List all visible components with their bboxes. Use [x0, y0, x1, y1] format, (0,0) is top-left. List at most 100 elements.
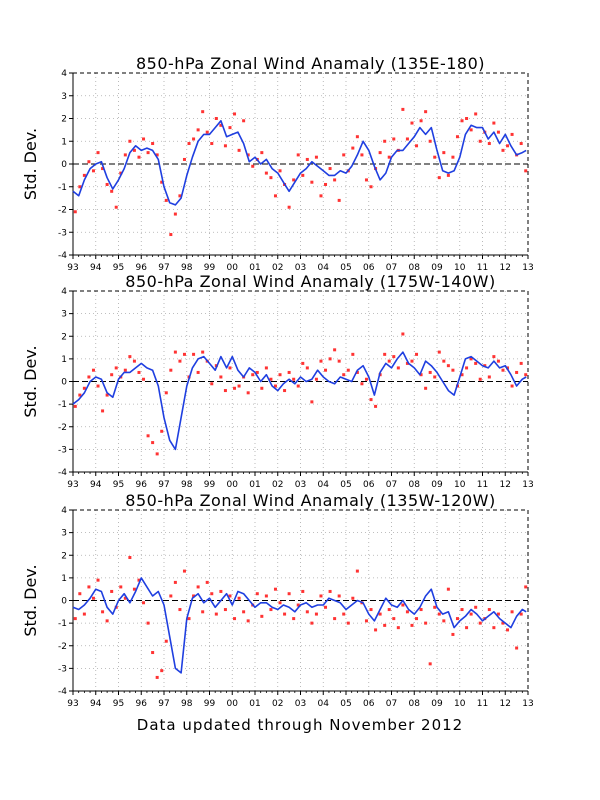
monthly-anomaly-point [446, 173, 450, 177]
monthly-anomaly-point [151, 142, 155, 146]
x-tick-label: 93 [67, 480, 78, 490]
monthly-anomaly-point [360, 153, 364, 157]
monthly-anomaly-point [401, 332, 405, 336]
y-axis-label: Std. Dev. [21, 128, 40, 200]
x-tick-label: 12 [500, 263, 511, 273]
monthly-anomaly-point [351, 352, 355, 356]
monthly-anomaly-point [524, 585, 528, 589]
monthly-anomaly-point [228, 594, 232, 598]
monthly-anomaly-point [410, 359, 414, 363]
monthly-anomaly-point [264, 171, 268, 175]
monthly-anomaly-point [210, 142, 214, 146]
x-tick-label: 13 [522, 699, 533, 709]
monthly-anomaly-point [251, 373, 255, 377]
monthly-anomaly-point [110, 373, 114, 377]
monthly-anomaly-point [519, 142, 523, 146]
monthly-anomaly-point [433, 155, 437, 159]
monthly-anomaly-point [496, 130, 500, 134]
monthly-anomaly-point [182, 569, 186, 573]
monthly-anomaly-point [374, 628, 378, 632]
monthly-anomaly-point [242, 610, 246, 614]
monthly-anomaly-point [410, 623, 414, 627]
y-tick-label: 3 [61, 92, 67, 102]
x-tick-label: 99 [204, 699, 216, 709]
monthly-anomaly-point [487, 608, 491, 612]
monthly-anomaly-point [492, 355, 496, 359]
monthly-anomaly-point [287, 370, 291, 374]
y-tick-label: 1 [61, 574, 67, 584]
chart-title: 850-hPa Zonal Wind Anamaly (135W-120W) [125, 491, 495, 510]
monthly-anomaly-point [169, 233, 173, 237]
x-tick-label: 05 [340, 263, 351, 273]
y-tick-label: -1 [58, 400, 67, 410]
monthly-anomaly-point [314, 155, 318, 159]
monthly-anomaly-point [501, 621, 505, 625]
monthly-anomaly-point [287, 205, 291, 209]
x-tick-label: 05 [340, 699, 351, 709]
x-tick-label: 02 [272, 480, 283, 490]
monthly-anomaly-point [305, 610, 309, 614]
chart-panel-2: 93 94 95 96 97 98 99 00 01 02 03 04 05 06 07 08 09 10 11 12… [21, 272, 534, 490]
monthly-anomaly-point [424, 386, 428, 390]
monthly-anomaly-point [205, 580, 209, 584]
monthly-anomaly-point [214, 612, 218, 616]
monthly-anomaly-point [128, 139, 132, 143]
monthly-anomaly-point [451, 155, 455, 159]
x-tick-label: 98 [181, 263, 193, 273]
y-tick-label: 4 [61, 506, 67, 516]
monthly-anomaly-point [474, 361, 478, 365]
monthly-anomaly-point [392, 355, 396, 359]
chart-panel-1: 93 94 95 96 97 98 99 00 01 02 03 04 05 06 07 08 09 10 11 12… [21, 54, 534, 273]
monthly-anomaly-point [164, 198, 168, 202]
monthly-anomaly-point [437, 176, 441, 180]
monthly-anomaly-point [160, 669, 164, 673]
smoothed-anomaly-line [72, 351, 527, 451]
monthly-anomaly-point [383, 139, 387, 143]
monthly-anomaly-point [246, 619, 250, 623]
y-tick-label: 4 [61, 69, 67, 79]
monthly-anomaly-point [228, 126, 232, 130]
monthly-anomaly-point [137, 155, 141, 159]
monthly-anomaly-point [296, 603, 300, 607]
y-tick-label: 3 [61, 310, 67, 320]
monthly-anomaly-point [237, 148, 241, 152]
monthly-anomaly-point [242, 119, 246, 123]
y-tick-label: -2 [58, 206, 67, 216]
x-tick-label: 03 [295, 263, 306, 273]
monthly-anomaly-point [465, 626, 469, 630]
x-tick-label: 02 [272, 699, 283, 709]
monthly-anomaly-point [451, 368, 455, 372]
monthly-anomaly-point [91, 368, 95, 372]
monthly-anomaly-point [415, 144, 419, 148]
monthly-anomaly-point [424, 621, 428, 625]
monthly-anomaly-point [223, 608, 227, 612]
x-tick-label: 09 [431, 699, 443, 709]
monthly-anomaly-point [292, 617, 296, 621]
monthly-anomaly-point [419, 373, 423, 377]
monthly-anomaly-point [273, 587, 277, 591]
monthly-anomaly-point [305, 157, 309, 161]
monthly-anomaly-point [442, 359, 446, 363]
monthly-anomaly-point [487, 142, 491, 146]
monthly-anomaly-point [333, 178, 337, 182]
monthly-anomaly-point [164, 639, 168, 643]
x-tick-label: 12 [500, 699, 511, 709]
monthly-anomaly-point [351, 596, 355, 600]
monthly-anomaly-point [205, 130, 209, 134]
monthly-anomaly-point [455, 135, 459, 139]
monthly-anomaly-point [101, 167, 105, 171]
monthly-anomaly-point [128, 556, 132, 560]
monthly-anomaly-point [469, 612, 473, 616]
x-tick-label: 01 [249, 699, 260, 709]
monthly-anomaly-point [283, 389, 287, 393]
monthly-anomaly-point [223, 144, 227, 148]
monthly-anomaly-point [487, 375, 491, 379]
monthly-anomaly-point [210, 382, 214, 386]
monthly-anomaly-point [428, 139, 432, 143]
monthly-anomaly-point [437, 612, 441, 616]
monthly-anomaly-point [255, 592, 259, 596]
monthly-anomaly-point [87, 160, 91, 164]
x-tick-label: 02 [272, 263, 283, 273]
monthly-anomaly-point [119, 585, 123, 589]
monthly-anomaly-point [310, 400, 314, 404]
